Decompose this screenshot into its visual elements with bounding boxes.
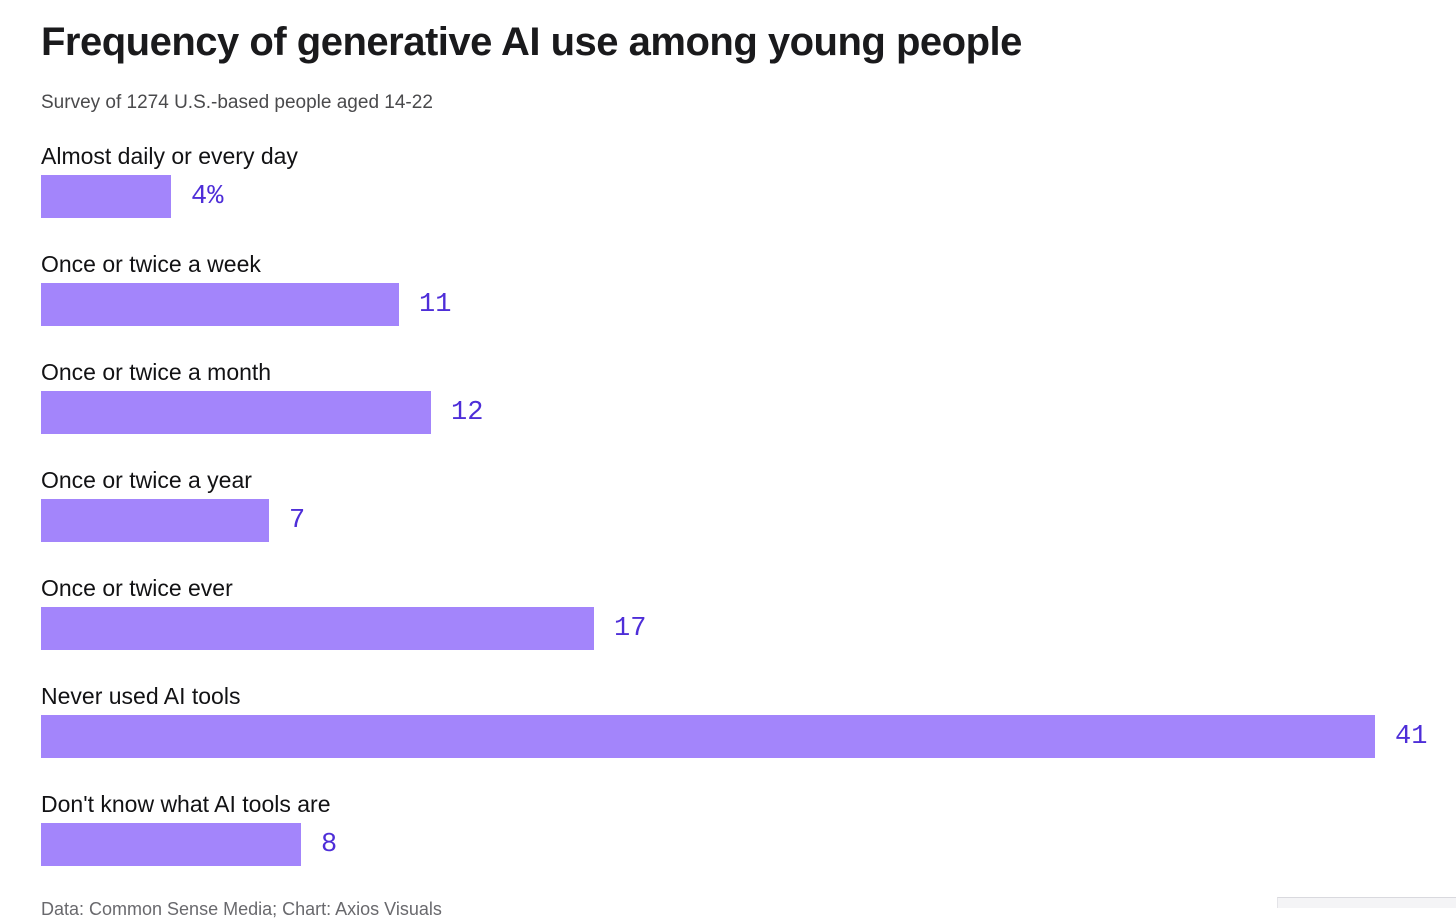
corner-scrollbar-fragment — [1277, 897, 1456, 908]
bar-group: Never used AI tools 41 — [41, 682, 1456, 758]
bar-label: Once or twice ever — [41, 575, 233, 601]
bar-row: 41 — [41, 715, 1456, 758]
bar-row: 4% — [41, 175, 1456, 218]
bar-group: Don't know what AI tools are 8 — [41, 790, 1456, 866]
bar-label: Don't know what AI tools are — [41, 791, 331, 817]
bar-value-label: 17 — [614, 613, 647, 644]
bar — [41, 499, 269, 542]
bar — [41, 175, 171, 218]
bar-group: Almost daily or every day 4% — [41, 142, 1456, 218]
bar-group: Once or twice a week 11 — [41, 250, 1456, 326]
chart-subtitle: Survey of 1274 U.S.-based people aged 14… — [41, 92, 433, 113]
bar — [41, 607, 594, 650]
bar — [41, 823, 301, 866]
bar-label: Once or twice a year — [41, 467, 252, 493]
bar-group: Once or twice a month 12 — [41, 358, 1456, 434]
bar-value-label: 4% — [191, 181, 224, 212]
chart: Frequency of generative AI use among you… — [41, 18, 1456, 920]
bar-chart: Almost daily or every day 4% Once or twi… — [41, 142, 1456, 866]
bar — [41, 391, 431, 434]
bar — [41, 283, 399, 326]
bar-label: Almost daily or every day — [41, 143, 298, 169]
bar-value-label: 8 — [321, 829, 338, 860]
bar-label: Once or twice a week — [41, 251, 261, 277]
chart-credit: Data: Common Sense Media; Chart: Axios V… — [41, 899, 442, 919]
bar-value-label: 41 — [1395, 721, 1428, 752]
bar — [41, 715, 1375, 758]
bar-row: 11 — [41, 283, 1456, 326]
bar-group: Once or twice a year 7 — [41, 466, 1456, 542]
chart-title: Frequency of generative AI use among you… — [41, 20, 1022, 64]
bar-value-label: 12 — [451, 397, 484, 428]
bar-value-label: 11 — [419, 289, 452, 320]
bar-row: 12 — [41, 391, 1456, 434]
bar-value-label: 7 — [289, 505, 306, 536]
bar-row: 17 — [41, 607, 1456, 650]
bar-label: Never used AI tools — [41, 683, 241, 709]
bar-group: Once or twice ever 17 — [41, 574, 1456, 650]
bar-row: 8 — [41, 823, 1456, 866]
bar-label: Once or twice a month — [41, 359, 272, 385]
bar-row: 7 — [41, 499, 1456, 542]
